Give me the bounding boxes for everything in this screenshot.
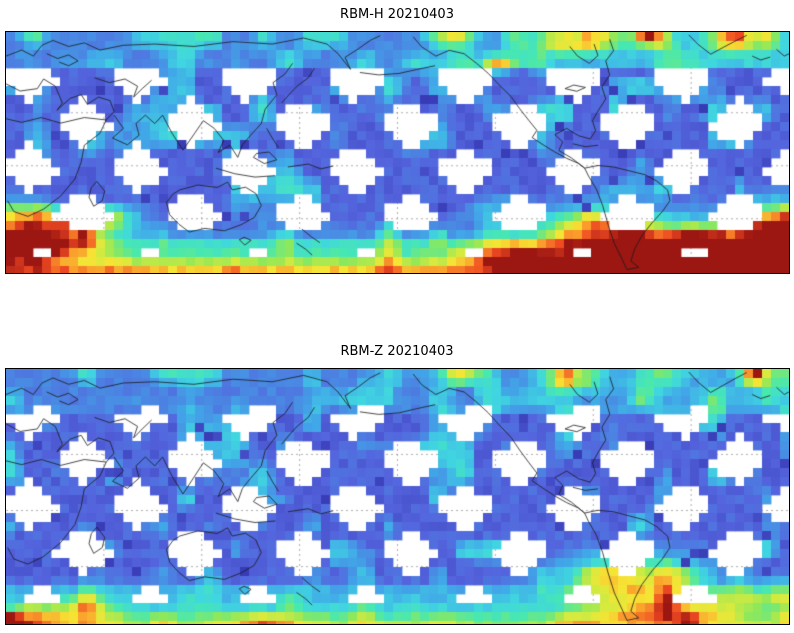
panel-title-rbm-z: RBM-Z 20210403 (340, 344, 454, 359)
rbm-h-map-plot (5, 31, 790, 274)
rbm-z-map-plot (5, 368, 790, 625)
panel-title-rbm-h: RBM-H 20210403 (340, 7, 454, 22)
